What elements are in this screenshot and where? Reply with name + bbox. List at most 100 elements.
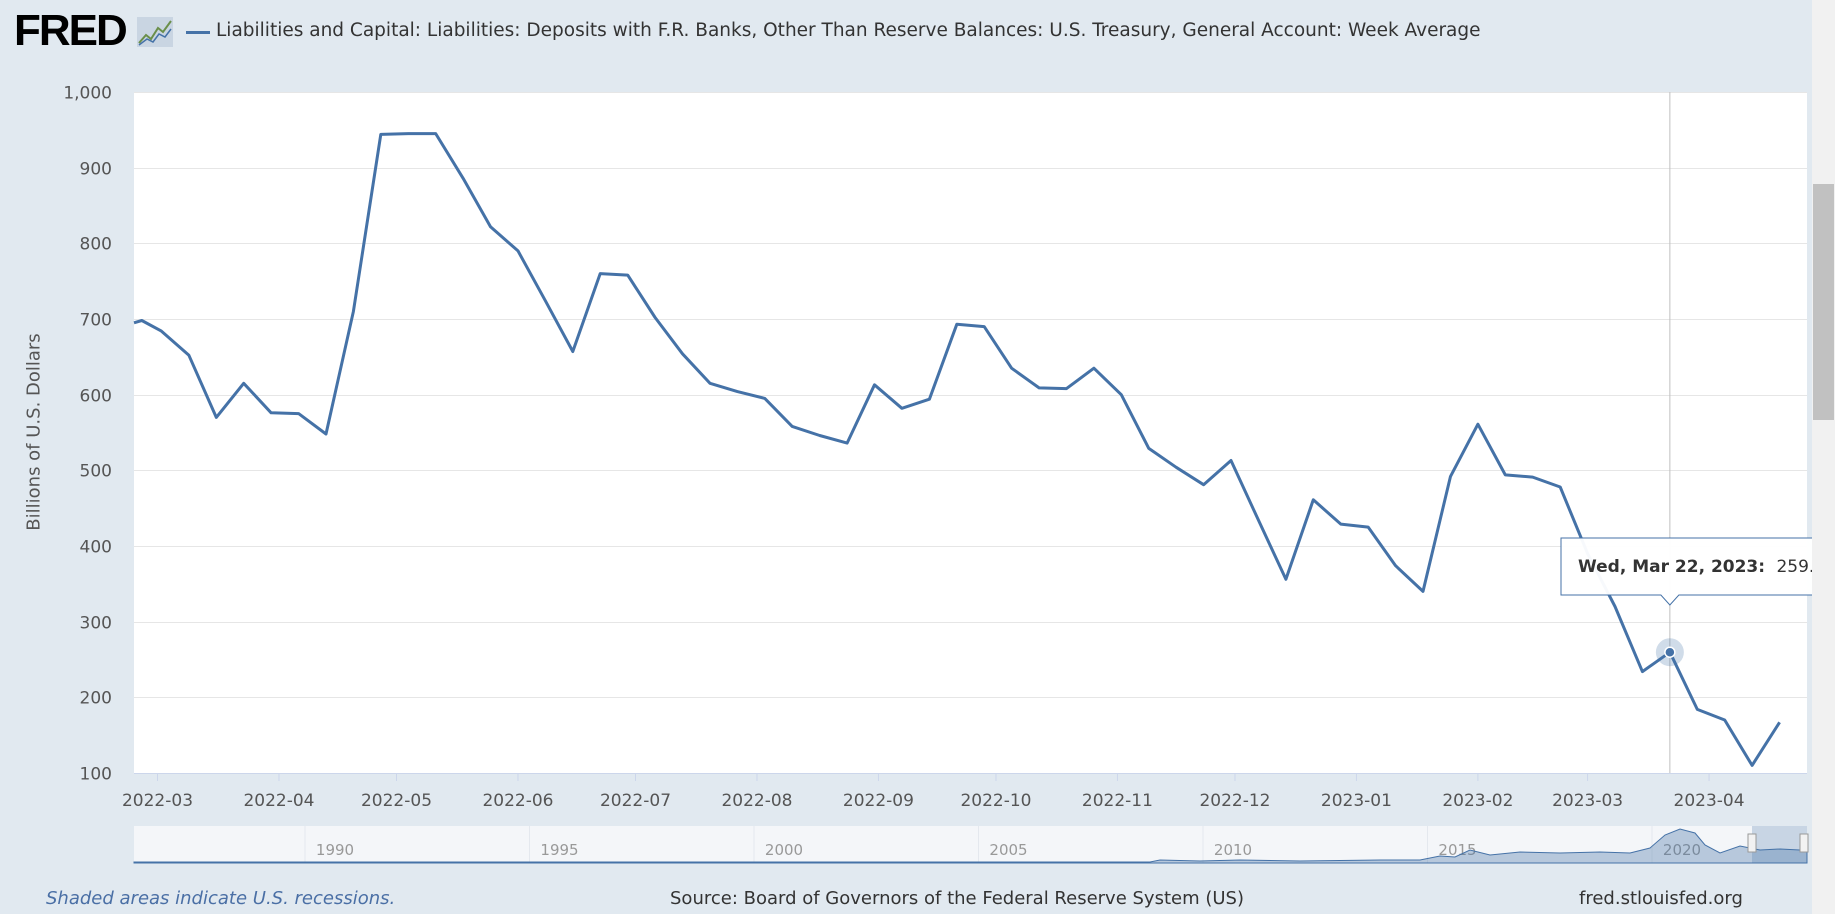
scrollbar-thumb[interactable]	[1813, 184, 1834, 420]
x-tick-label: 2022-10	[960, 791, 1031, 811]
data-point[interactable]	[1472, 418, 1484, 430]
data-point[interactable]	[567, 346, 579, 358]
data-point[interactable]	[375, 128, 387, 140]
data-point[interactable]	[704, 377, 716, 389]
navigator-tick-label: 1990	[316, 841, 354, 859]
data-point[interactable]	[841, 437, 853, 449]
data-point[interactable]	[155, 325, 167, 337]
data-point[interactable]	[1060, 383, 1072, 395]
navigator-tick-label: 2005	[989, 841, 1027, 859]
data-point[interactable]	[485, 221, 497, 233]
data-point[interactable]	[1280, 573, 1292, 585]
data-point[interactable]	[210, 411, 222, 423]
data-point[interactable]	[1554, 481, 1566, 493]
y-axis-ticks: 100 200 300 400 500 600 700 800 900 1,000	[63, 84, 112, 785]
source-text: Source: Board of Governors of the Federa…	[670, 888, 1244, 909]
fred-url-link[interactable]: fred.stlouisfed.org	[1579, 888, 1743, 909]
data-point[interactable]	[677, 348, 689, 360]
data-point[interactable]	[402, 128, 414, 140]
data-point[interactable]	[1691, 703, 1703, 715]
legend-swatch	[186, 31, 210, 34]
data-point[interactable]	[1636, 666, 1648, 678]
data-point[interactable]	[1417, 585, 1429, 597]
x-tick-label: 2023-01	[1321, 791, 1392, 811]
data-point[interactable]	[951, 318, 963, 330]
navigator-selection[interactable]	[1752, 826, 1807, 863]
tooltip-date: Wed, Mar 22, 2023:	[1578, 557, 1765, 577]
data-point[interactable]	[1609, 601, 1621, 613]
grid-lines	[134, 92, 1807, 698]
x-axis-ticks: 2022-03 2022-04 2022-05 2022-06 2022-07 2022-…	[122, 773, 1745, 811]
data-point[interactable]	[896, 402, 908, 414]
data-point[interactable]	[1143, 442, 1155, 454]
y-tick-label: 400	[80, 538, 112, 558]
recession-note: Shaded areas indicate U.S. recessions.	[46, 888, 396, 909]
navigator-tick-label: 1995	[540, 841, 578, 859]
data-point[interactable]	[622, 269, 634, 281]
tooltip-text: Wed, Mar 22, 2023: 259.587	[1578, 557, 1812, 577]
data-point[interactable]	[1307, 494, 1319, 506]
data-point[interactable]	[265, 407, 277, 419]
data-point[interactable]	[1362, 521, 1374, 533]
data-point[interactable]	[512, 245, 524, 257]
navigator-series	[133, 828, 1808, 864]
data-point[interactable]	[1252, 514, 1264, 526]
data-point[interactable]	[786, 420, 798, 432]
x-tick-label: 2023-04	[1674, 791, 1745, 811]
data-point[interactable]	[539, 295, 551, 307]
x-tick-label: 2023-03	[1552, 791, 1623, 811]
page-scrollbar[interactable]	[1812, 0, 1835, 914]
data-point[interactable]	[814, 430, 826, 442]
data-point[interactable]	[1006, 362, 1018, 374]
navigator-ticks: 1990 1995 2000 2005 2010 2015 2020	[304, 826, 1701, 863]
line-chart[interactable]: 100 200 300 400 500 600 700 800 900 1,000 2022-03…	[0, 0, 1812, 880]
data-point[interactable]	[731, 386, 743, 398]
navigator-tick-label: 2020	[1663, 841, 1701, 859]
data-point[interactable]	[1774, 716, 1786, 728]
x-tick-label: 2022-11	[1082, 791, 1153, 811]
hover-point[interactable]	[1664, 646, 1676, 658]
data-point[interactable]	[457, 172, 469, 184]
data-point[interactable]	[1527, 471, 1539, 483]
data-point[interactable]	[594, 268, 606, 280]
plot-area	[134, 92, 1807, 773]
data-point[interactable]	[1198, 479, 1210, 491]
data-point[interactable]	[136, 315, 148, 327]
data-point[interactable]	[238, 377, 250, 389]
data-point[interactable]	[430, 128, 442, 140]
y-tick-label: 1,000	[63, 84, 112, 104]
x-tick-label: 2022-06	[482, 791, 553, 811]
data-point[interactable]	[1719, 714, 1731, 726]
x-tick-label: 2022-04	[243, 791, 314, 811]
y-tick-label: 800	[80, 235, 112, 255]
navigator[interactable]: 1990 1995 2000 2005 2010 2015 2020	[133, 826, 1809, 864]
x-tick-label: 2022-07	[600, 791, 671, 811]
data-point[interactable]	[759, 392, 771, 404]
data-point[interactable]	[1390, 560, 1402, 572]
data-point[interactable]	[649, 311, 661, 323]
data-point[interactable]	[1746, 759, 1758, 771]
x-tick-label: 2022-12	[1199, 791, 1270, 811]
y-tick-label: 200	[80, 689, 112, 709]
data-point[interactable]	[347, 305, 359, 317]
data-point[interactable]	[1170, 461, 1182, 473]
fred-logo[interactable]: FRED	[14, 6, 128, 55]
data-point[interactable]	[923, 393, 935, 405]
data-point[interactable]	[1088, 362, 1100, 374]
data-point[interactable]	[293, 408, 305, 420]
navigator-handle-right[interactable]	[1799, 833, 1809, 853]
navigator-tick-label: 2010	[1214, 841, 1252, 859]
data-point[interactable]	[183, 349, 195, 361]
data-point[interactable]	[1225, 454, 1237, 466]
data-point[interactable]	[320, 428, 332, 440]
x-tick-label: 2022-09	[843, 791, 914, 811]
data-point[interactable]	[1335, 518, 1347, 530]
navigator-handle-left[interactable]	[1747, 833, 1757, 853]
data-point[interactable]	[1033, 382, 1045, 394]
series-line[interactable]	[133, 132, 1781, 767]
data-point[interactable]	[1444, 470, 1456, 482]
data-point[interactable]	[869, 379, 881, 391]
data-point[interactable]	[1499, 469, 1511, 481]
data-point[interactable]	[1115, 389, 1127, 401]
data-point[interactable]	[978, 321, 990, 333]
